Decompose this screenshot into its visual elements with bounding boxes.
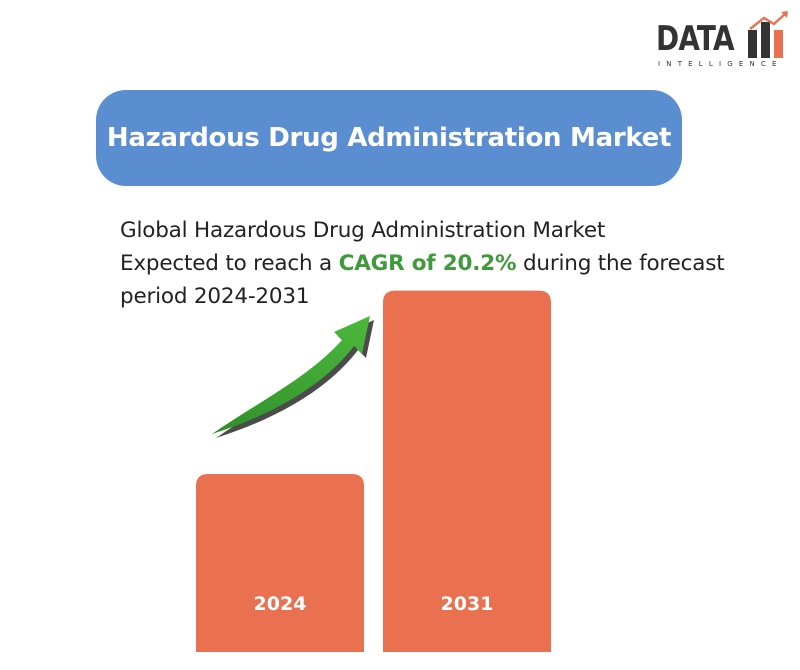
description-suffix: during the forecast	[516, 251, 725, 276]
growth-arrow-icon	[212, 316, 374, 438]
bar-2031	[383, 290, 551, 652]
market-description: Global Hazardous Drug Administration Mar…	[120, 214, 790, 313]
description-line-2: Expected to reach a CAGR of 20.2% during…	[120, 247, 790, 280]
description-line-3: period 2024-2031	[120, 284, 310, 309]
data-intelligence-logo: DATA INTELLIGENCE	[656, 10, 790, 74]
bar-label-2024: 2024	[254, 593, 307, 615]
bar-2024	[196, 474, 364, 652]
page-title: Hazardous Drug Administration Market	[106, 123, 672, 153]
logo-bars-icon	[748, 11, 788, 58]
cagr-highlight: CAGR of 20.2%	[338, 251, 517, 276]
title-banner: Hazardous Drug Administration Market	[96, 90, 682, 186]
description-line-1: Global Hazardous Drug Administration Mar…	[120, 218, 606, 243]
bar-label-2031: 2031	[441, 593, 494, 615]
growth-arrow	[212, 316, 370, 434]
logo-wordmark: DATA	[656, 19, 735, 59]
description-prefix: Expected to reach a	[120, 251, 339, 276]
logo-subtitle: INTELLIGENCE	[658, 60, 783, 68]
